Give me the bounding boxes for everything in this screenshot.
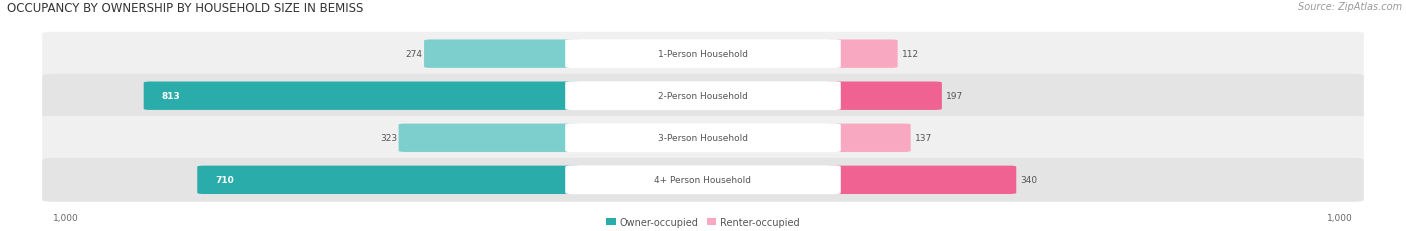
Text: OCCUPANCY BY OWNERSHIP BY HOUSEHOLD SIZE IN BEMISS: OCCUPANCY BY OWNERSHIP BY HOUSEHOLD SIZE… [7, 2, 363, 15]
FancyBboxPatch shape [565, 40, 841, 69]
FancyBboxPatch shape [565, 166, 841, 195]
Text: 1,000: 1,000 [53, 213, 79, 222]
FancyBboxPatch shape [42, 33, 1364, 76]
FancyBboxPatch shape [42, 158, 1364, 202]
Text: 340: 340 [1021, 176, 1038, 185]
FancyBboxPatch shape [398, 124, 581, 152]
Text: 2-Person Household: 2-Person Household [658, 92, 748, 101]
Text: 710: 710 [215, 176, 235, 185]
FancyBboxPatch shape [425, 40, 581, 69]
Text: 1,000: 1,000 [1327, 213, 1353, 222]
Text: Source: ZipAtlas.com: Source: ZipAtlas.com [1298, 2, 1402, 12]
FancyBboxPatch shape [42, 116, 1364, 160]
Text: 197: 197 [946, 92, 963, 101]
Legend: Owner-occupied, Renter-occupied: Owner-occupied, Renter-occupied [602, 213, 804, 231]
Text: 112: 112 [901, 50, 920, 59]
Text: 4+ Person Household: 4+ Person Household [655, 176, 751, 185]
Text: 137: 137 [915, 134, 932, 143]
Text: 1-Person Household: 1-Person Household [658, 50, 748, 59]
FancyBboxPatch shape [143, 82, 581, 110]
FancyBboxPatch shape [197, 166, 581, 194]
FancyBboxPatch shape [42, 74, 1364, 118]
FancyBboxPatch shape [825, 124, 911, 152]
FancyBboxPatch shape [565, 82, 841, 111]
Text: 3-Person Household: 3-Person Household [658, 134, 748, 143]
FancyBboxPatch shape [825, 82, 942, 110]
Text: 274: 274 [406, 50, 423, 59]
FancyBboxPatch shape [825, 40, 897, 69]
FancyBboxPatch shape [565, 124, 841, 152]
FancyBboxPatch shape [825, 166, 1017, 194]
Text: 813: 813 [162, 92, 181, 101]
Text: 323: 323 [380, 134, 396, 143]
